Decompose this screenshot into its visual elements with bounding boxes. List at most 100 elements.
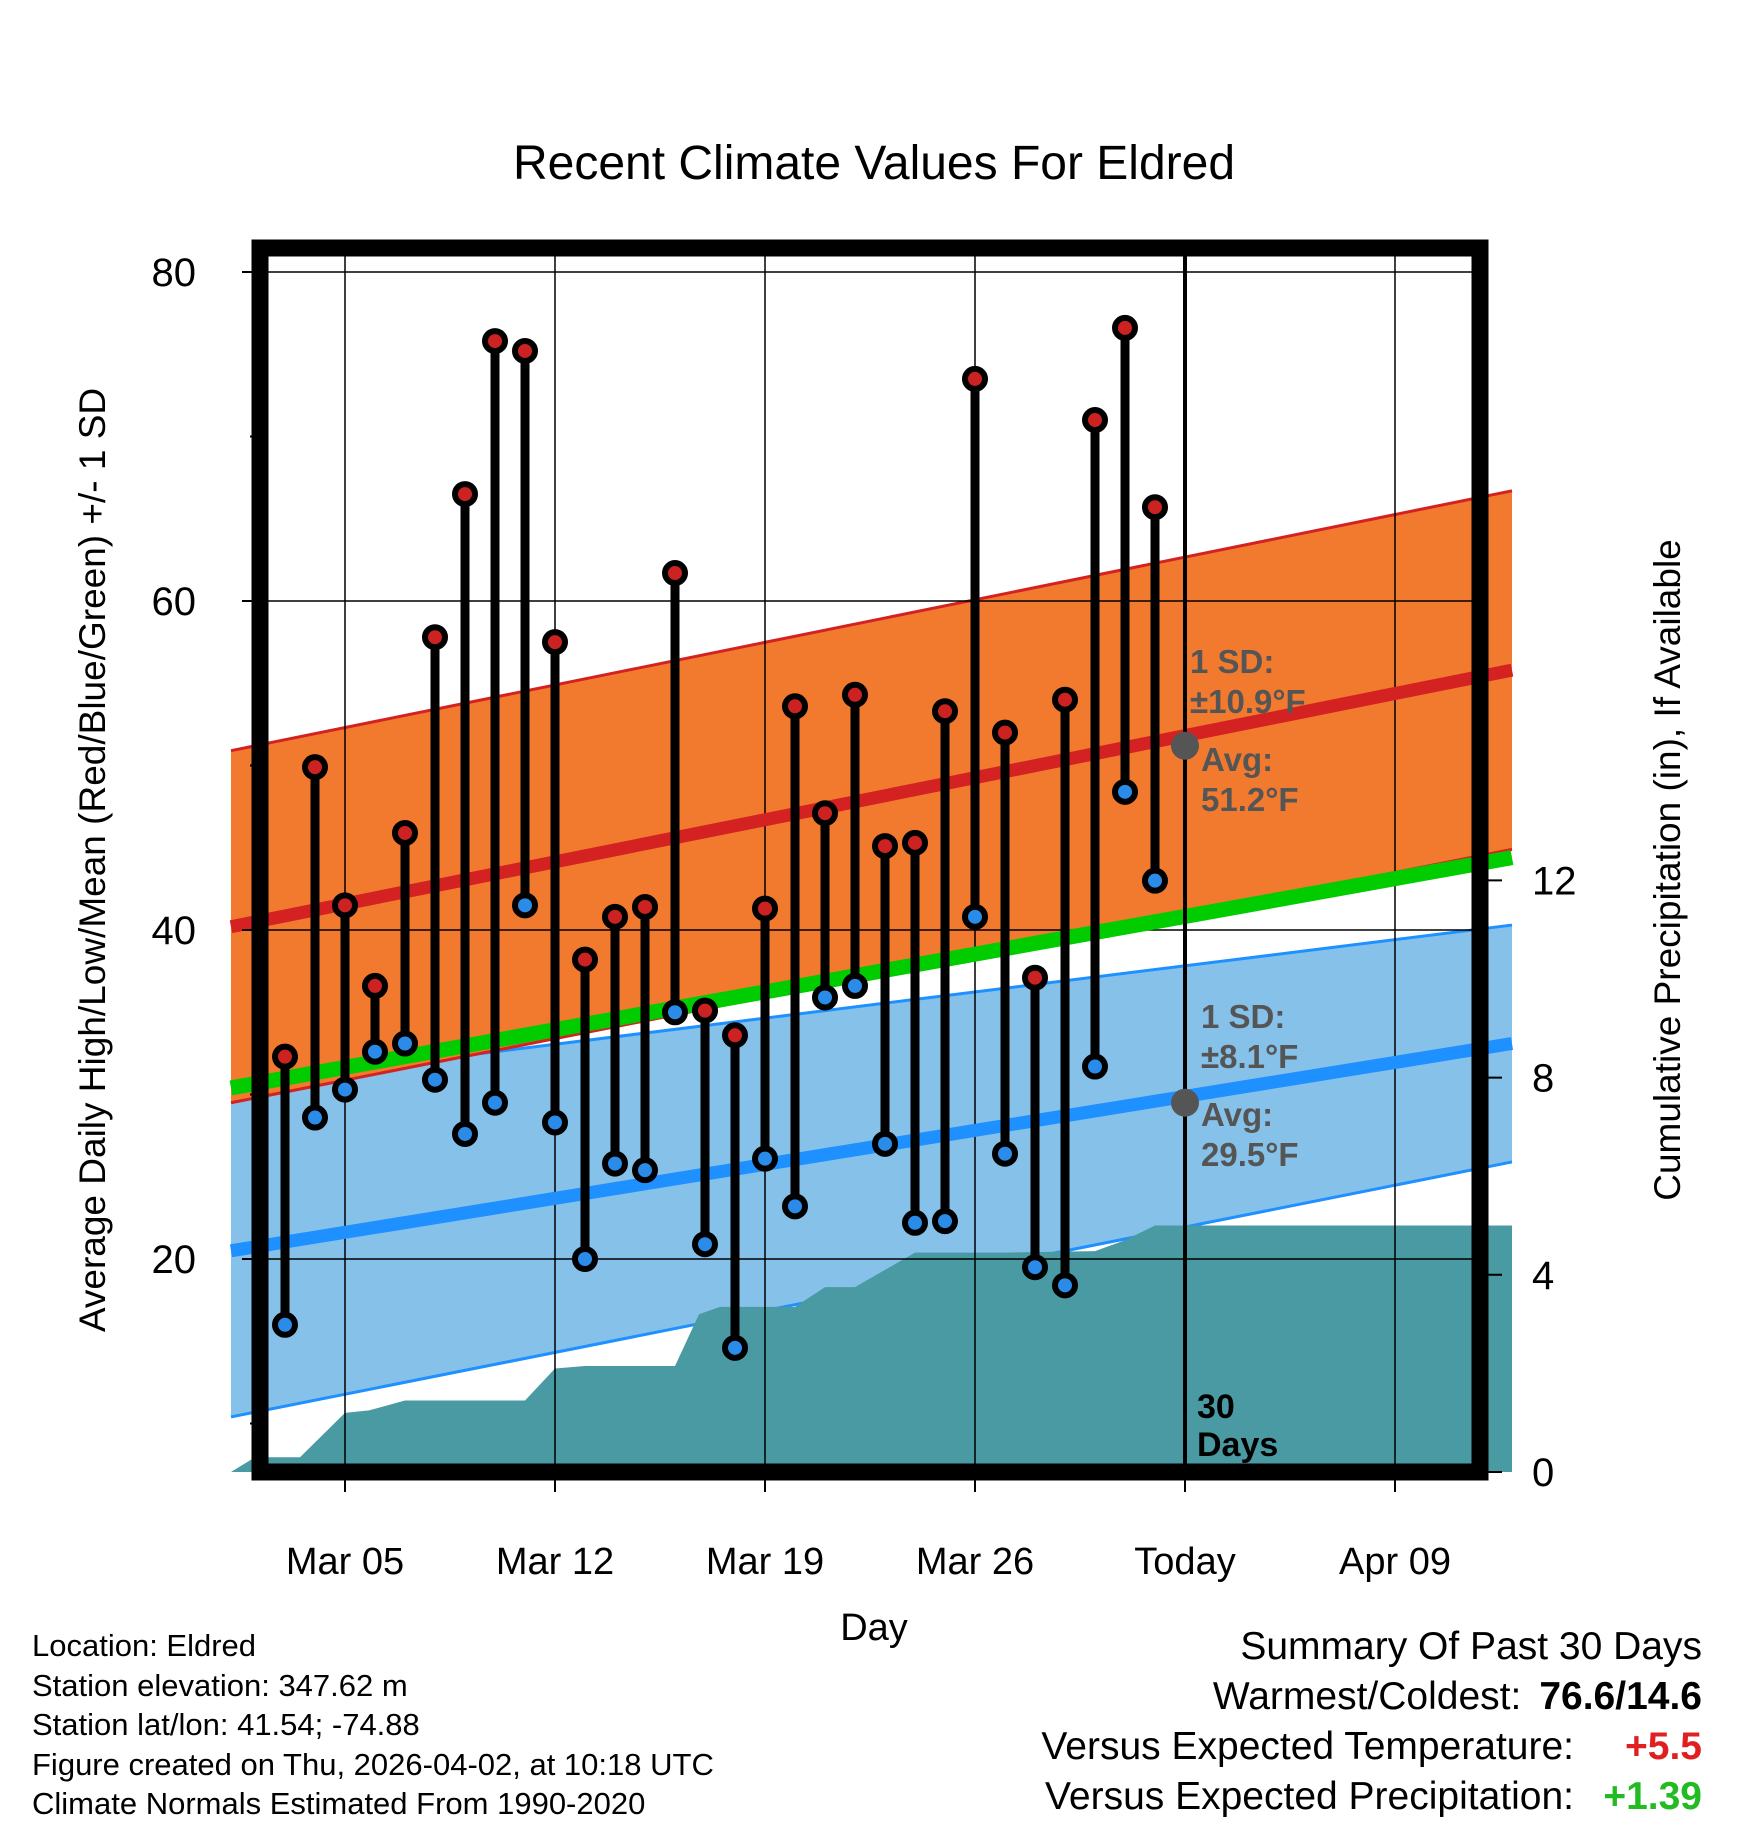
low-dot	[662, 999, 688, 1026]
info-created: Figure created on Thu, 2026-04-02, at 10…	[32, 1747, 714, 1782]
low-avg-value: 29.5°F	[1201, 1136, 1299, 1173]
low-dot	[1082, 1053, 1108, 1080]
low-dot	[1052, 1272, 1078, 1299]
y-left-tick-label: 40	[152, 909, 197, 953]
chart-title: Recent Climate Values For Eldred	[512, 137, 1236, 190]
low-dot	[392, 1030, 418, 1057]
x-axis-title: Day	[840, 1607, 908, 1649]
low-dot	[422, 1066, 448, 1093]
precip-label: Versus Expected Precipitation:	[1045, 1775, 1574, 1818]
high-dot	[842, 681, 868, 708]
low-dot	[872, 1130, 898, 1157]
low-dot	[542, 1109, 568, 1136]
y-left-tick-label: 60	[152, 580, 197, 624]
y-left-axis-title: Average Daily High/Low/Mean (Red/Blue/Gr…	[72, 388, 113, 1332]
high-dot	[362, 972, 388, 999]
low-dot	[932, 1208, 958, 1235]
avg-low-line	[229, 1037, 1514, 1258]
high-dot	[692, 997, 718, 1024]
low-dot	[512, 892, 538, 919]
y-right-tick-label: 4	[1532, 1254, 1554, 1298]
low-sd-value: ±8.1°F	[1201, 1038, 1298, 1075]
normal-lines	[229, 663, 1514, 1258]
range-stems	[280, 327, 1160, 1348]
x-tick-label: Apr 09	[1339, 1541, 1451, 1583]
low-dot	[722, 1334, 748, 1361]
low-dot	[302, 1104, 328, 1131]
high-dot	[392, 819, 418, 846]
low-sd-label: 1 SD:	[1201, 998, 1285, 1035]
y-right-axis-title: Cumulative Precipitation (in), If Availa…	[1647, 539, 1688, 1201]
low-dot	[632, 1157, 658, 1184]
high-dot	[632, 893, 658, 920]
precip-value: +1.39	[1603, 1775, 1702, 1818]
high-dot	[722, 1022, 748, 1049]
high-dot	[872, 833, 898, 860]
summary-warm-cold: Warmest/Coldest: 76.6/14.6	[1213, 1675, 1702, 1719]
warm-cold-value: 76.6/14.6	[1539, 1675, 1702, 1718]
high-avg-value: 51.2°F	[1201, 781, 1299, 818]
high-dot	[902, 829, 928, 856]
plot-frame	[251, 239, 1489, 1481]
low-dot	[332, 1076, 358, 1103]
low-dot	[962, 903, 988, 930]
high-sd-label: 1 SD:	[1190, 643, 1274, 680]
low-dot	[1112, 778, 1138, 805]
low-dot	[812, 984, 838, 1011]
x-tick-label: Today	[1134, 1541, 1235, 1583]
high-dot	[932, 698, 958, 725]
high-dot	[1022, 964, 1048, 991]
low-dot	[572, 1246, 598, 1272]
x-tick-label: Mar 05	[286, 1541, 404, 1583]
summary-title: Summary Of Past 30 Days	[1240, 1625, 1702, 1668]
x-tick-label: Mar 12	[496, 1541, 614, 1583]
high-dot	[332, 892, 358, 919]
high-dot	[482, 328, 508, 355]
high-dot	[1052, 686, 1078, 713]
today-label-count: 30	[1197, 1388, 1235, 1426]
warm-cold-label: Warmest/Coldest:	[1212, 1675, 1522, 1718]
low-dot	[902, 1209, 928, 1236]
high-dot	[572, 946, 598, 973]
low-dot	[692, 1231, 718, 1258]
precip-layer	[231, 1225, 1512, 1472]
y-right-tick-label: 12	[1532, 859, 1577, 903]
high-dot	[962, 365, 988, 392]
low-dot	[842, 972, 868, 999]
avg-high-line	[229, 663, 1514, 934]
today-low-avg-dot	[1171, 1088, 1199, 1117]
high-sd-band-upper-edge	[230, 489, 1513, 753]
info-elevation: Station elevation: 347.62 m	[32, 1668, 408, 1703]
low-dot	[782, 1193, 808, 1220]
low-dot	[992, 1140, 1018, 1167]
temp-label: Versus Expected Temperature:	[1041, 1725, 1574, 1768]
today-high-avg-dot	[1171, 731, 1199, 760]
high-dot	[782, 693, 808, 720]
low-dot	[752, 1145, 778, 1172]
x-tick-label: Mar 19	[706, 1541, 824, 1583]
high-avg-label: Avg:	[1201, 741, 1273, 778]
low-dot	[1142, 867, 1168, 894]
low-avg-label: Avg:	[1201, 1096, 1273, 1133]
high-dot	[302, 754, 328, 781]
low-dot	[452, 1120, 478, 1147]
high-dot	[422, 624, 448, 651]
summary-temp: Versus Expected Temperature: +5.5	[1041, 1725, 1702, 1769]
high-dot	[542, 629, 568, 656]
y-left-tick-label: 80	[152, 251, 197, 295]
range-dots	[272, 314, 1168, 1361]
high-dot	[662, 560, 688, 587]
high-dot	[752, 895, 778, 922]
y-right-tick-label: 0	[1532, 1451, 1554, 1495]
temp-value: +5.5	[1625, 1725, 1702, 1768]
low-dot	[362, 1038, 388, 1065]
today-label-unit: Days	[1197, 1426, 1278, 1464]
y-right-tick-label: 8	[1532, 1057, 1554, 1101]
high-dot	[992, 719, 1018, 746]
info-location: Location: Eldred	[32, 1628, 257, 1663]
high-dot	[512, 337, 538, 364]
axes: 20 40 60 80 0 4 8 12 Mar 05 Mar 12 Mar 19 Mar 26 Tod…	[72, 239, 1688, 1649]
